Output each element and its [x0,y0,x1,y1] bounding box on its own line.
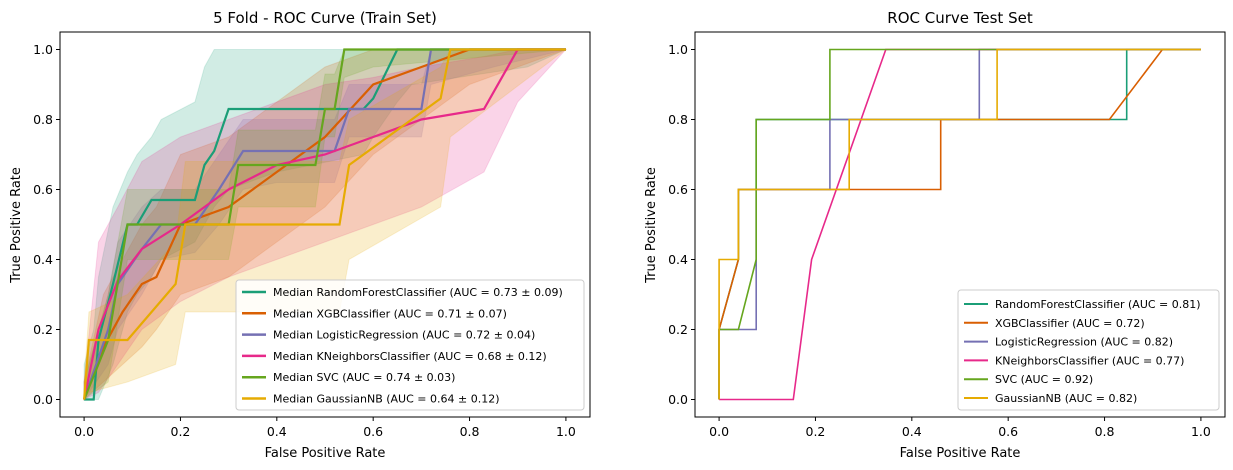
test-x-tick-label: 0.2 [806,424,826,439]
test-legend-label: KNeighborsClassifier (AUC = 0.77) [995,354,1184,367]
test-x-axis-label: False Positive Rate [900,446,1021,461]
train-legend-label: Median LogisticRegression (AUC = 0.72 ± … [273,329,535,342]
test-plot-frame [694,31,1226,418]
train-legend-label: Median XGBClassifier (AUC = 0.71 ± 0.07) [273,307,507,320]
train-x-tick-label: 0.2 [171,424,191,439]
train-chart-title: 5 Fold - ROC Curve (Train Set) [213,9,437,27]
test-legend-label: GaussianNB (AUC = 0.82) [995,392,1137,405]
train-y-tick-label: 0.6 [33,182,53,197]
train-ci-band [83,49,567,400]
train-y-tick-label: 0.2 [33,322,53,337]
test-x-tick-label: 0.6 [998,424,1018,439]
test-y-tick-label: 0.0 [668,392,688,407]
train-series-line [83,48,566,400]
train-y-tick-label: 1.0 [33,42,53,57]
test-y-tick-label: 0.8 [668,112,688,127]
train-x-tick-label: 1.0 [556,424,576,439]
train-roc-panel: 5 Fold - ROC Curve (Train Set) 0.0 0.2 0.4… [9,9,591,461]
train-x-tick-label: 0.0 [74,424,94,439]
train-x-axis-label: False Positive Rate [265,446,386,461]
test-x-ticks: 0.0 0.2 0.4 0.6 0.8 1.0 [709,417,1211,439]
train-y-axis-label: True Positive Rate [9,167,24,284]
train-series-line [83,48,566,400]
train-legend-label: Median SVC (AUC = 0.74 ± 0.03) [273,371,455,384]
test-y-axis-label: True Positive Rate [644,167,659,284]
train-x-tick-label: 0.8 [460,424,480,439]
train-y-tick-label: 0.4 [33,252,53,267]
test-y-tick-label: 1.0 [668,42,688,57]
test-y-tick-label: 0.6 [668,182,688,197]
test-x-tick-label: 0.0 [709,424,729,439]
test-series-line [718,48,1201,400]
train-y-ticks: 0.0 0.2 0.4 0.6 0.8 1.0 [33,42,60,407]
train-legend-label: Median RandomForestClassifier (AUC = 0.7… [273,286,563,299]
train-y-tick-label: 0.8 [33,112,53,127]
test-legend: RandomForestClassifier (AUC = 0.81) XGBCl… [957,289,1220,411]
train-roc-lines [83,48,566,401]
train-x-tick-label: 0.6 [363,424,383,439]
test-legend-label: LogisticRegression (AUC = 0.82) [995,336,1173,349]
test-x-tick-label: 0.8 [1095,424,1115,439]
test-legend-label: XGBClassifier (AUC = 0.72) [995,317,1145,330]
train-x-tick-label: 0.4 [267,424,287,439]
train-plot-frame [59,31,591,418]
test-x-tick-label: 1.0 [1191,424,1211,439]
train-series-line [83,48,566,400]
test-chart-title: ROC Curve Test Set [887,9,1033,27]
test-legend-box [957,289,1220,411]
test-y-ticks: 0.0 0.2 0.4 0.6 0.8 1.0 [668,42,695,407]
test-roc-lines [718,48,1201,401]
test-x-tick-label: 0.4 [902,424,922,439]
test-y-tick-label: 0.2 [668,322,688,337]
train-legend-box [235,279,585,411]
train-x-ticks: 0.0 0.2 0.4 0.6 0.8 1.0 [74,417,576,439]
train-legend-label: Median KNeighborsClassifier (AUC = 0.68 … [273,350,547,363]
train-legend: Median RandomForestClassifier (AUC = 0.7… [235,279,585,411]
train-legend-label: Median GaussianNB (AUC = 0.64 ± 0.12) [273,393,500,406]
test-series-line [718,48,1201,400]
test-legend-label: RandomForestClassifier (AUC = 0.81) [995,298,1201,311]
train-y-tick-label: 0.0 [33,392,53,407]
train-series-line [83,48,566,400]
test-roc-panel: ROC Curve Test Set 0.0 0.2 0.4 0.6 0.8 1.0 0.… [644,9,1226,461]
test-y-tick-label: 0.4 [668,252,688,267]
test-legend-label: SVC (AUC = 0.92) [995,373,1093,386]
